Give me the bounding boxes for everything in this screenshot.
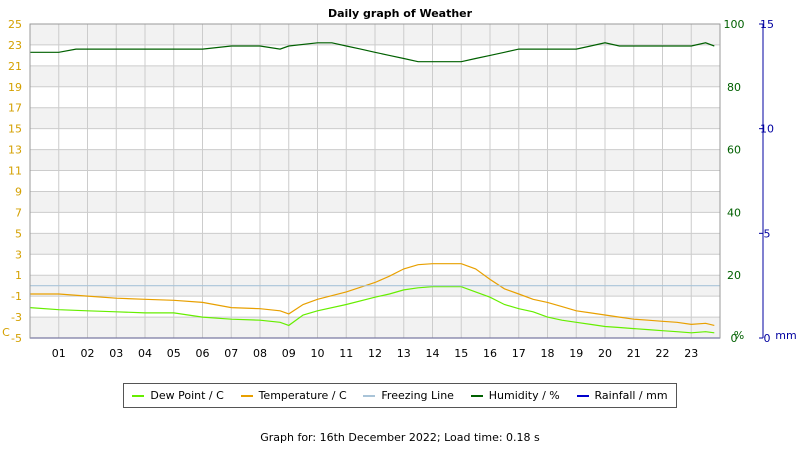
left-axis-tick-label: 19 [8,81,22,94]
legend-swatch [363,394,376,397]
left-axis-tick-label: 11 [8,165,22,178]
left-axis-tick-label: 13 [8,144,22,157]
x-axis-tick-label: 09 [282,347,296,360]
left-axis-tick-label: 23 [8,39,22,52]
x-axis-tick-label: 18 [541,347,555,360]
weather-chart: Daily graph of Weather -5-3-113579111315… [2,7,797,360]
legend-label: Rainfall / mm [594,389,668,402]
humidity-axis-tick-label: 100 [724,18,745,31]
graph-footer: Graph for: 16th December 2022; Load time… [260,431,540,444]
rain-axis-tick-label: 10 [760,123,774,136]
x-axis-tick-label: 03 [109,347,123,360]
humidity-axis-tick-label: 20 [727,269,741,282]
legend-item: Rainfall / mm [576,389,668,402]
x-axis-tick-label: 15 [454,347,468,360]
x-axis-tick-label: 16 [483,347,497,360]
left-axis-tick-label: 1 [15,269,22,282]
series-line-temperature-c [30,263,715,326]
left-axis-tick-label: 3 [15,248,22,261]
humidity-axis-tick-label: 60 [727,144,741,157]
left-axis-tick-label: 21 [8,60,22,73]
left-axis-tick-label: -3 [11,311,22,324]
legend-label: Dew Point / C [150,389,224,402]
humidity-axis-tick-label: 0 [731,332,738,345]
x-axis-tick-label: 07 [224,347,238,360]
x-axis-tick-label: 06 [196,347,210,360]
x-axis-tick-label: 01 [52,347,66,360]
left-axis-unit: C [2,326,10,339]
legend-swatch [240,394,253,397]
humidity-axis-tick-label: 80 [727,81,741,94]
left-axis-tick-label: 7 [15,206,22,219]
x-axis-tick-label: 21 [627,347,641,360]
humidity-axis-unit: % [734,329,744,342]
x-axis-tick-label: 17 [512,347,526,360]
left-axis-tick-label: -1 [11,290,22,303]
legend-swatch [132,394,145,397]
legend-item: Temperature / C [240,389,347,402]
plot-border [29,23,721,339]
x-axis-tick-label: 22 [656,347,670,360]
rain-axis-tick-label: 0 [764,332,771,345]
left-axis-tick-label: 5 [15,227,22,240]
legend-label: Freezing Line [381,389,454,402]
x-axis-tick-label: 04 [138,347,152,360]
x-axis-tick-label: 13 [397,347,411,360]
legend-item: Humidity / % [470,389,560,402]
legend-swatch [470,394,483,397]
legend-item: Dew Point / C [132,389,224,402]
chart-title: Daily graph of Weather [328,7,473,20]
left-axis-tick-label: 25 [8,18,22,31]
x-axis-tick-label: 23 [684,347,698,360]
series-line-dew-point-c [29,286,715,334]
legend-label: Humidity / % [488,389,560,402]
left-axis-tick-label: -5 [11,332,22,345]
x-axis-tick-label: 19 [569,347,583,360]
x-axis-tick-label: 08 [253,347,267,360]
left-axis-tick-label: 15 [8,123,22,136]
x-axis-tick-label: 10 [311,347,325,360]
left-axis-tick-label: 9 [15,185,22,198]
x-axis-tick-label: 11 [339,347,353,360]
legend-item: Freezing Line [363,389,454,402]
rain-axis-unit: mm [775,329,796,342]
x-axis-tick-label: 14 [426,347,440,360]
x-axis-tick-label: 02 [81,347,95,360]
x-axis-tick-label: 20 [598,347,612,360]
legend-swatch [576,394,589,397]
series-line-humidity [30,42,715,63]
rain-axis-tick-label: 5 [764,227,771,240]
humidity-axis-tick-label: 40 [727,206,741,219]
rain-axis-tick-label: 15 [760,18,774,31]
left-axis-tick-label: 17 [8,102,22,115]
x-axis-tick-label: 05 [167,347,181,360]
x-axis-tick-label: 12 [368,347,382,360]
chart-legend: Dew Point / C Temperature / C Freezing Lin… [123,383,677,408]
legend-label: Temperature / C [258,389,347,402]
